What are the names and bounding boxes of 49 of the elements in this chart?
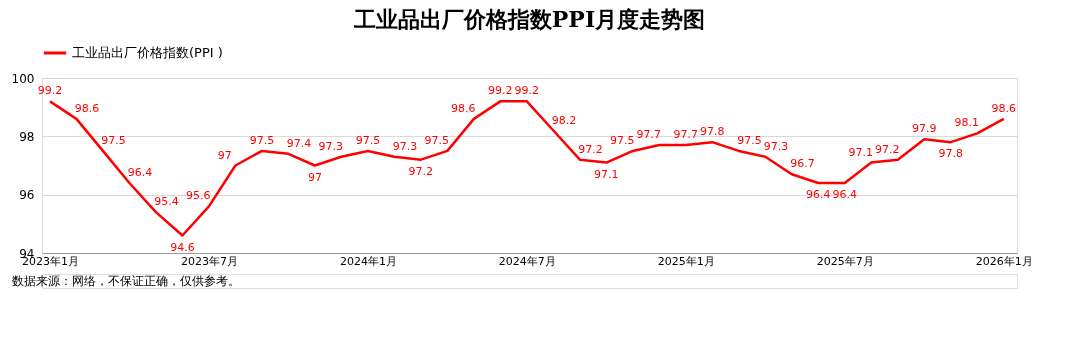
data-label: 97 — [217, 148, 232, 162]
data-label: 97.8 — [700, 125, 725, 139]
data-label: 97.8 — [938, 147, 964, 161]
data-label: 97.5 — [355, 133, 381, 147]
x-tick-label: 2026年1月 — [975, 254, 1033, 268]
data-label: 97.2 — [578, 142, 603, 156]
data-label: 97 — [307, 170, 322, 184]
data-label: 97.5 — [249, 133, 275, 147]
data-label: 96.7 — [790, 157, 815, 171]
x-tick-label: 2025年7月 — [816, 254, 874, 268]
data-label: 97.1 — [848, 145, 873, 159]
data-label: 97.3 — [763, 139, 789, 153]
data-label: 94.6 — [170, 240, 195, 254]
y-tick-label: 96 — [19, 188, 35, 203]
data-label: 97.5 — [737, 133, 762, 147]
data-label: 97.5 — [101, 133, 126, 147]
data-label: 97.5 — [609, 133, 635, 147]
y-tick-label: 98 — [19, 129, 35, 144]
data-label: 98.6 — [451, 101, 476, 115]
x-tick-label: 2024年1月 — [339, 254, 397, 268]
data-label: 98.6 — [991, 101, 1016, 115]
data-label: 97.2 — [874, 142, 900, 156]
data-label: 99.2 — [37, 84, 63, 98]
data-label: 97.2 — [408, 164, 434, 178]
data-label: 95.6 — [186, 189, 211, 203]
data-label: 97.7 — [636, 128, 661, 142]
data-label: 95.4 — [154, 195, 179, 209]
data-label: 96.4 — [832, 188, 858, 201]
source-note: 数据来源：网络，不保证正确，仅供参考。 — [12, 274, 240, 288]
data-label: 97.1 — [594, 167, 619, 181]
data-label: 99.2 — [514, 84, 540, 98]
data-label: 96.4 — [127, 166, 153, 179]
data-label: 97.4 — [286, 136, 312, 150]
data-label: 98.2 — [551, 113, 577, 127]
data-label: 97.3 — [318, 139, 344, 153]
x-tick-label: 2024年7月 — [498, 254, 556, 268]
data-label: 98.1 — [954, 116, 979, 130]
chart-title: 工业品出厂价格指数PPI月度走势图 — [352, 6, 706, 32]
data-label: 99.2 — [488, 84, 513, 98]
x-tick-label: 2025年1月 — [657, 254, 715, 268]
data-label: 97.9 — [912, 122, 937, 136]
data-label: 97.7 — [673, 128, 699, 142]
data-label: 97.5 — [424, 133, 450, 147]
legend-label: 工业品出厂价格指数(PPI ) — [72, 45, 223, 60]
data-label: 96.4 — [806, 188, 831, 201]
data-label: 97.3 — [392, 139, 418, 153]
y-tick-label: 100 — [11, 71, 35, 86]
data-label: 98.6 — [74, 101, 100, 115]
x-tick-label: 2023年7月 — [180, 254, 238, 268]
